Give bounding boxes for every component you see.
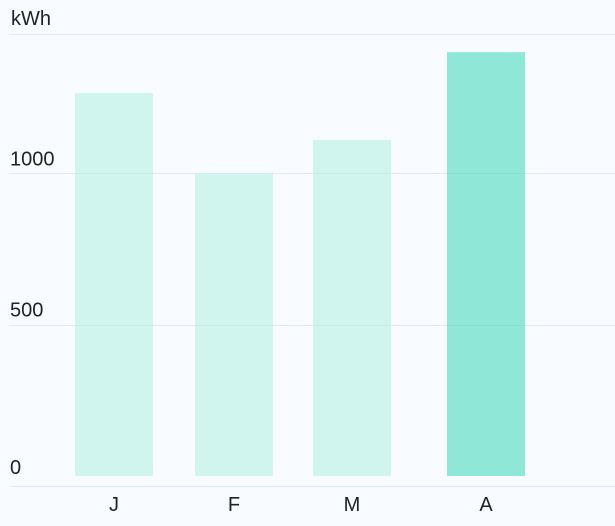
- y-axis-unit-label: kWh: [11, 8, 51, 30]
- bar-M: [313, 139, 391, 476]
- x-tick-label-J: J: [109, 494, 119, 516]
- x-tick-label-A: A: [479, 494, 493, 516]
- y-tick-label-1000: 1000: [10, 148, 55, 170]
- x-tick-label-M: M: [344, 494, 361, 516]
- bar-A: [447, 52, 525, 477]
- bar-J: [75, 93, 153, 477]
- x-tick-label-F: F: [228, 494, 240, 516]
- y-tick-label-0: 0: [10, 457, 21, 479]
- y-tick-labels: 0 500 1000: [10, 148, 55, 479]
- bar-F: [195, 173, 273, 477]
- y-tick-label-500: 500: [10, 300, 43, 322]
- bars-layer: [75, 52, 525, 477]
